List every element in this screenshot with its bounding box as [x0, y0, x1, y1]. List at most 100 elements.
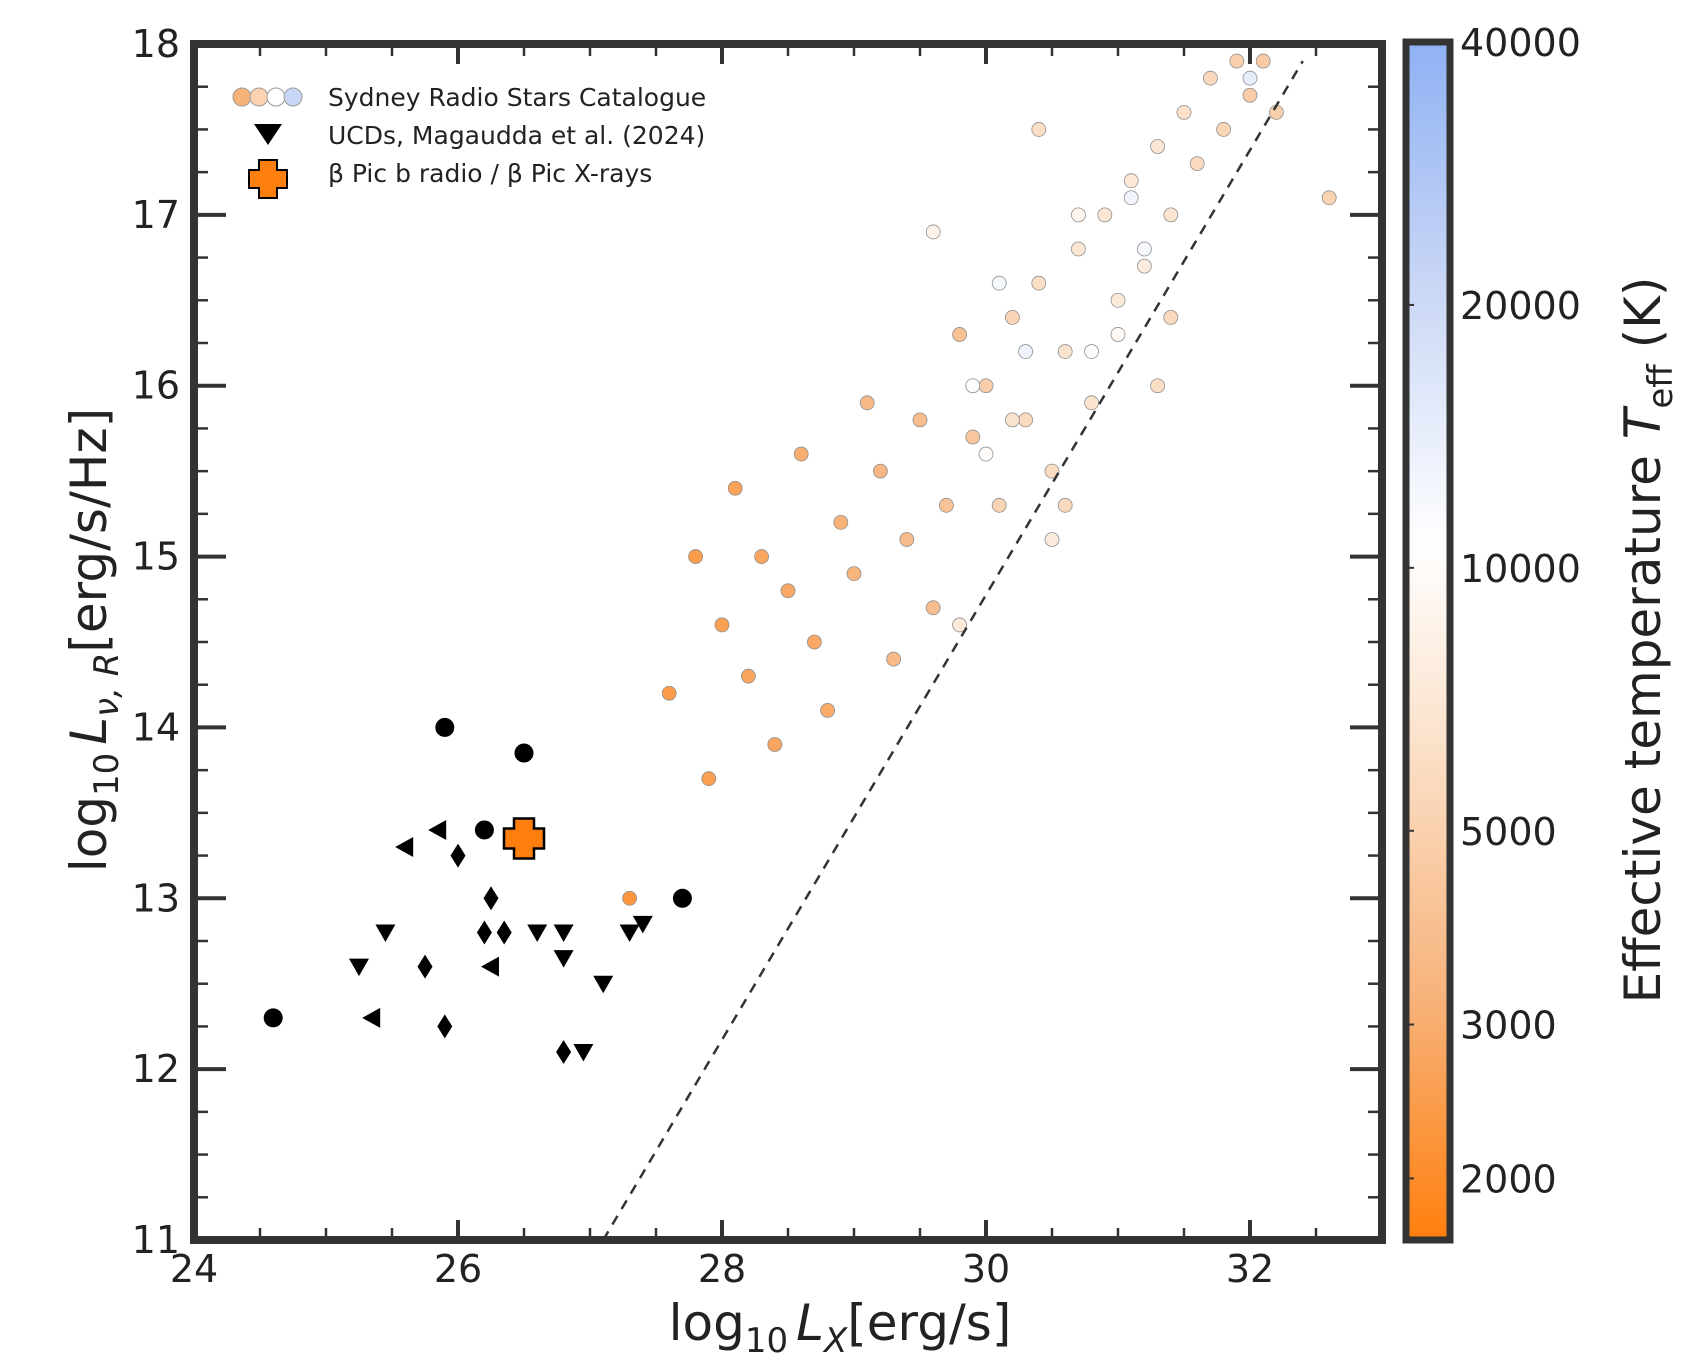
x-tick-label: 26 — [434, 1247, 482, 1291]
x-tick-label: 32 — [1226, 1247, 1274, 1291]
legend-label-sydney: Sydney Radio Stars Catalogue — [328, 83, 706, 112]
axes-frame — [190, 40, 1386, 1244]
ucd-point-circle — [263, 1008, 283, 1028]
radio-star-point — [741, 668, 756, 684]
radio-star-point — [1123, 190, 1139, 206]
y-tick-label: 18 — [132, 22, 180, 66]
radio-star-point — [1084, 395, 1099, 411]
radio-star-point — [1150, 139, 1165, 154]
radio-star-point — [899, 532, 915, 547]
radio-star-point — [1137, 258, 1152, 274]
y-tick-label: 15 — [132, 535, 180, 579]
radio-star-point — [1150, 378, 1165, 394]
radio-star-point — [833, 515, 849, 530]
y-axis-title-suffix: [erg/s/Hz] — [60, 408, 118, 653]
x-axis-title-var: L — [796, 1294, 824, 1352]
ucd-point-triangle-left — [362, 1007, 381, 1028]
ucd-point-triangle-down — [375, 924, 396, 942]
colorbar-title-var: T — [1614, 405, 1672, 439]
ucd-point-circle — [672, 888, 692, 908]
radio-star-point — [1123, 173, 1139, 189]
colorbar-tick-label: 3000 — [1460, 1004, 1557, 1048]
ucd-point-diamond — [556, 1040, 572, 1065]
radio-star-point — [1176, 104, 1192, 120]
ucd-point-triangle-down — [593, 975, 614, 994]
legend-label-betapic: β Pic b radio / β Pic X-rays — [328, 159, 652, 188]
radio-star-point — [1018, 412, 1033, 428]
radio-star-point — [965, 378, 981, 394]
legend-marker-triangle-down — [254, 124, 282, 145]
x-tick-label: 28 — [698, 1247, 746, 1291]
radio-star-point — [1071, 241, 1086, 257]
radio-star-point — [859, 395, 875, 411]
reference-dashed-line — [602, 60, 1304, 1241]
radio-star-point — [1084, 344, 1099, 359]
radio-star-point — [1031, 275, 1047, 291]
y-axis-title: log10 Lν, R[erg/s/Hz] — [60, 408, 127, 872]
radio-star-point — [1203, 70, 1218, 86]
radio-star-point — [661, 685, 677, 701]
colorbar-tick-label: 5000 — [1460, 810, 1557, 854]
radio-star-point — [1137, 241, 1152, 257]
ucd-point-triangle-down — [527, 924, 548, 942]
colorbar-ticks: 40000 20000 10000 5000 3000 2000 — [1406, 21, 1581, 1201]
colorbar-title-sub: eff — [1641, 363, 1681, 409]
radio-star-point — [1189, 156, 1205, 172]
x-axis-title-varsub: X — [822, 1321, 848, 1356]
ucd-point-circle — [435, 717, 455, 737]
ucd-point-diamond — [417, 954, 433, 979]
radio-star-point — [925, 600, 941, 616]
radio-star-point — [1057, 344, 1073, 359]
ucd-point-circle — [514, 743, 534, 763]
ucd-point-diamond — [483, 886, 499, 911]
radio-star-point — [780, 583, 796, 599]
radio-star-point — [846, 566, 862, 582]
axis-ticks: 24 26 28 30 32 11 12 13 14 15 16 17 18 — [132, 22, 1382, 1291]
radio-star-point — [1242, 87, 1258, 103]
ucd-point-diamond — [437, 1014, 453, 1039]
radio-star-point — [754, 549, 769, 564]
radio-star-point — [978, 446, 994, 462]
radio-star-point — [793, 446, 809, 462]
legend-label-ucds: UCDs, Magaudda et al. (2024) — [328, 121, 705, 150]
legend-marker-circles — [232, 87, 303, 107]
radio-star-point — [1216, 122, 1231, 137]
legend-marker-plus — [248, 159, 288, 199]
ucd-point-triangle-down — [349, 958, 369, 977]
radio-star-point — [807, 634, 822, 650]
radio-star-point — [1018, 344, 1033, 359]
y-tick-label: 14 — [132, 705, 180, 749]
radio-star-point — [1242, 70, 1258, 86]
x-tick-label: 24 — [170, 1247, 218, 1291]
y-tick-label: 12 — [132, 1047, 180, 1091]
radio-star-point — [1044, 463, 1060, 479]
x-axis-title-suffix: [erg/s] — [847, 1294, 1011, 1352]
radio-star-point — [952, 327, 967, 342]
plot-area — [263, 53, 1337, 1065]
ucd-point-diamond — [476, 920, 492, 945]
colorbar-tick-label: 40000 — [1460, 21, 1581, 65]
ucd-point-triangle-down — [632, 915, 653, 934]
x-axis-title: log10 LX[erg/s] — [669, 1294, 1012, 1356]
y-axis-title-var: L — [60, 717, 118, 745]
radio-star-point — [1163, 207, 1179, 223]
colorbar — [1402, 38, 1454, 1244]
ucd-point-triangle-down — [573, 1044, 594, 1062]
ucd-point-triangle-down — [553, 950, 574, 968]
legend: Sydney Radio Stars Catalogue UCDs, Magau… — [232, 83, 706, 199]
y-tick-label: 17 — [132, 193, 180, 237]
radio-star-point — [727, 480, 743, 496]
radio-star-point — [1110, 292, 1126, 308]
x-axis-title-prefix: log — [669, 1294, 745, 1352]
radio-star-point — [912, 412, 928, 428]
colorbar-title-prefix: Effective temperature — [1614, 439, 1672, 1003]
radio-star-point — [714, 617, 730, 633]
colorbar-tick-label: 20000 — [1460, 284, 1581, 328]
x-tick-label: 30 — [962, 1247, 1010, 1291]
radio-star-point — [1005, 412, 1020, 428]
radio-star-point — [991, 275, 1007, 291]
colorbar-title-suffix: (K) — [1614, 277, 1672, 365]
radio-star-point — [1005, 309, 1020, 325]
radio-star-point — [952, 617, 967, 633]
y-tick-label: 11 — [132, 1218, 180, 1262]
